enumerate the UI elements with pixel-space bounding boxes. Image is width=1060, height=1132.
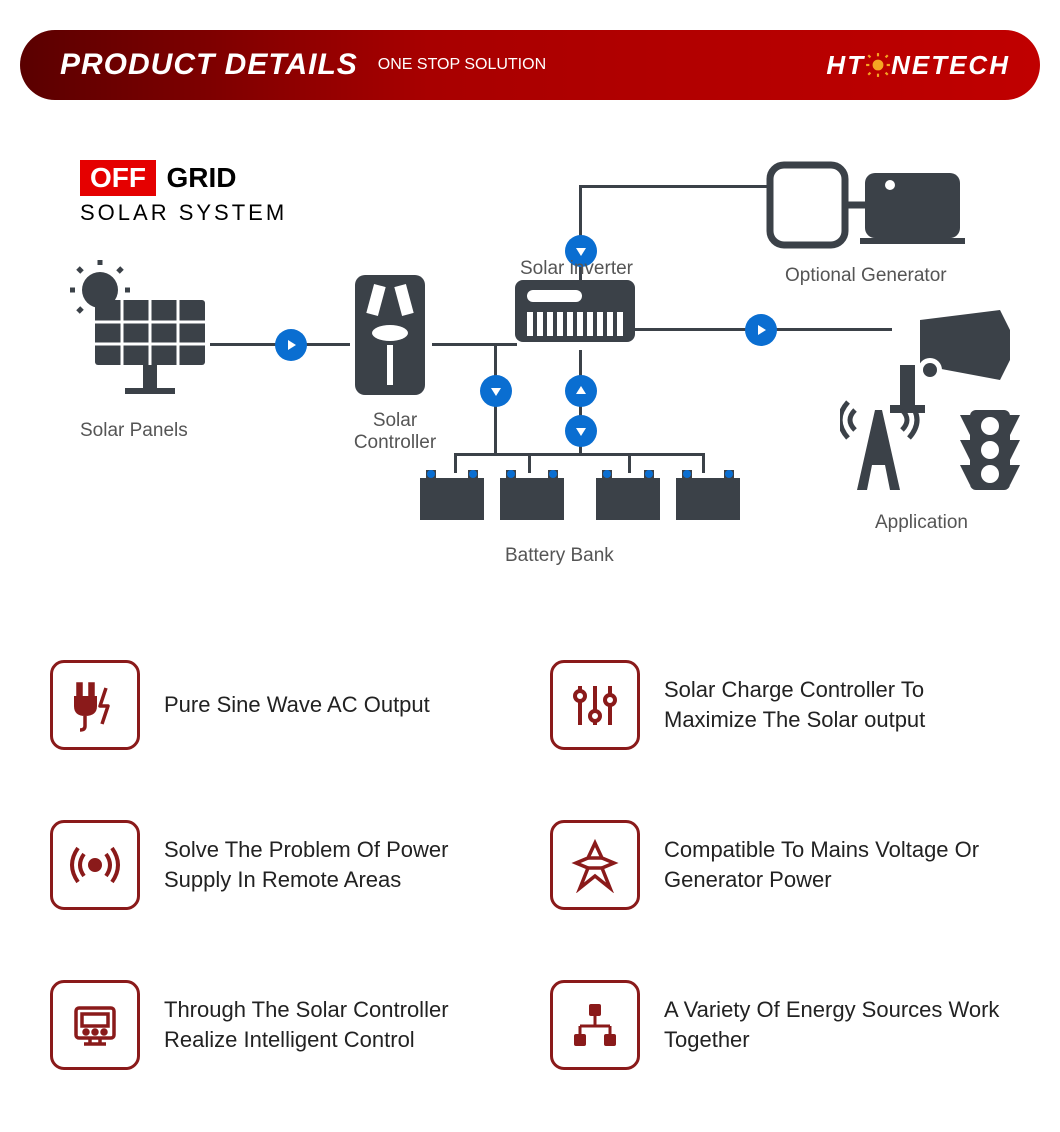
brand-logo: HT NETECH: [826, 50, 1010, 81]
flow-arrow-icon: [275, 329, 307, 361]
application-label: Application: [875, 512, 968, 534]
feature-item: Through The Solar Controller Realize Int…: [50, 980, 510, 1070]
connector-line: [579, 185, 769, 188]
header-title: PRODUCT DETAILS: [60, 48, 358, 82]
solar-panels-icon: [55, 260, 215, 415]
feature-item: Solar Charge Controller To Maximize The …: [550, 660, 1010, 750]
solar-inverter-icon: [515, 280, 635, 355]
feature-text: Through The Solar Controller Realize Int…: [164, 995, 510, 1054]
title-subtitle: SOLAR SYSTEM: [80, 200, 287, 226]
generator-icon: [765, 155, 965, 260]
battery-bank-icon: [420, 470, 740, 535]
feature-text: A Variety Of Energy Sources Work Togethe…: [664, 995, 1010, 1054]
header-subtitle: ONE STOP SOLUTION: [378, 56, 546, 74]
feature-text: Compatible To Mains Voltage Or Generator…: [664, 835, 1010, 894]
battery-bank-label: Battery Bank: [505, 545, 614, 567]
brand-suffix: NETECH: [891, 50, 1010, 81]
flow-arrow-icon: [565, 375, 597, 407]
feature-text: Solve The Problem Of Power Supply In Rem…: [164, 835, 510, 894]
flow-arrow-icon: [480, 375, 512, 407]
title-grid: GRID: [166, 162, 236, 193]
connector-line: [432, 343, 517, 346]
network-icon: [550, 980, 640, 1070]
generator-label: Optional Generator: [785, 265, 947, 287]
solar-controller-icon: [350, 275, 430, 410]
solar-controller-label: SolarController: [350, 410, 440, 454]
solar-inverter-label: Solar inverter: [520, 258, 633, 280]
brand-prefix: HT: [826, 50, 865, 81]
title-off-badge: OFF: [80, 160, 156, 196]
feature-item: Compatible To Mains Voltage Or Generator…: [550, 820, 1010, 910]
solar-panels-label: Solar Panels: [80, 420, 188, 442]
signal-icon: [50, 820, 140, 910]
features-grid: Pure Sine Wave AC Output Solar Charge Co…: [50, 660, 1010, 1070]
feature-item: A Variety Of Energy Sources Work Togethe…: [550, 980, 1010, 1070]
flow-arrow-icon: [745, 314, 777, 346]
feature-item: Solve The Problem Of Power Supply In Rem…: [50, 820, 510, 910]
connector-line: [454, 453, 704, 456]
flow-arrow-icon: [565, 415, 597, 447]
plug-icon: [50, 660, 140, 750]
feature-text: Solar Charge Controller To Maximize The …: [664, 675, 1010, 734]
tower-icon: [550, 820, 640, 910]
brand-sun-icon: [865, 52, 891, 78]
system-diagram: OFF GRID SOLAR SYSTEM Solar Panels Solar…: [20, 150, 1040, 600]
monitor-icon: [50, 980, 140, 1070]
application-icons: [840, 310, 1030, 505]
feature-item: Pure Sine Wave AC Output: [50, 660, 510, 750]
header-banner: PRODUCT DETAILS ONE STOP SOLUTION HT NET…: [20, 30, 1040, 100]
diagram-title: OFF GRID SOLAR SYSTEM: [80, 160, 287, 226]
sliders-icon: [550, 660, 640, 750]
feature-text: Pure Sine Wave AC Output: [164, 690, 430, 720]
